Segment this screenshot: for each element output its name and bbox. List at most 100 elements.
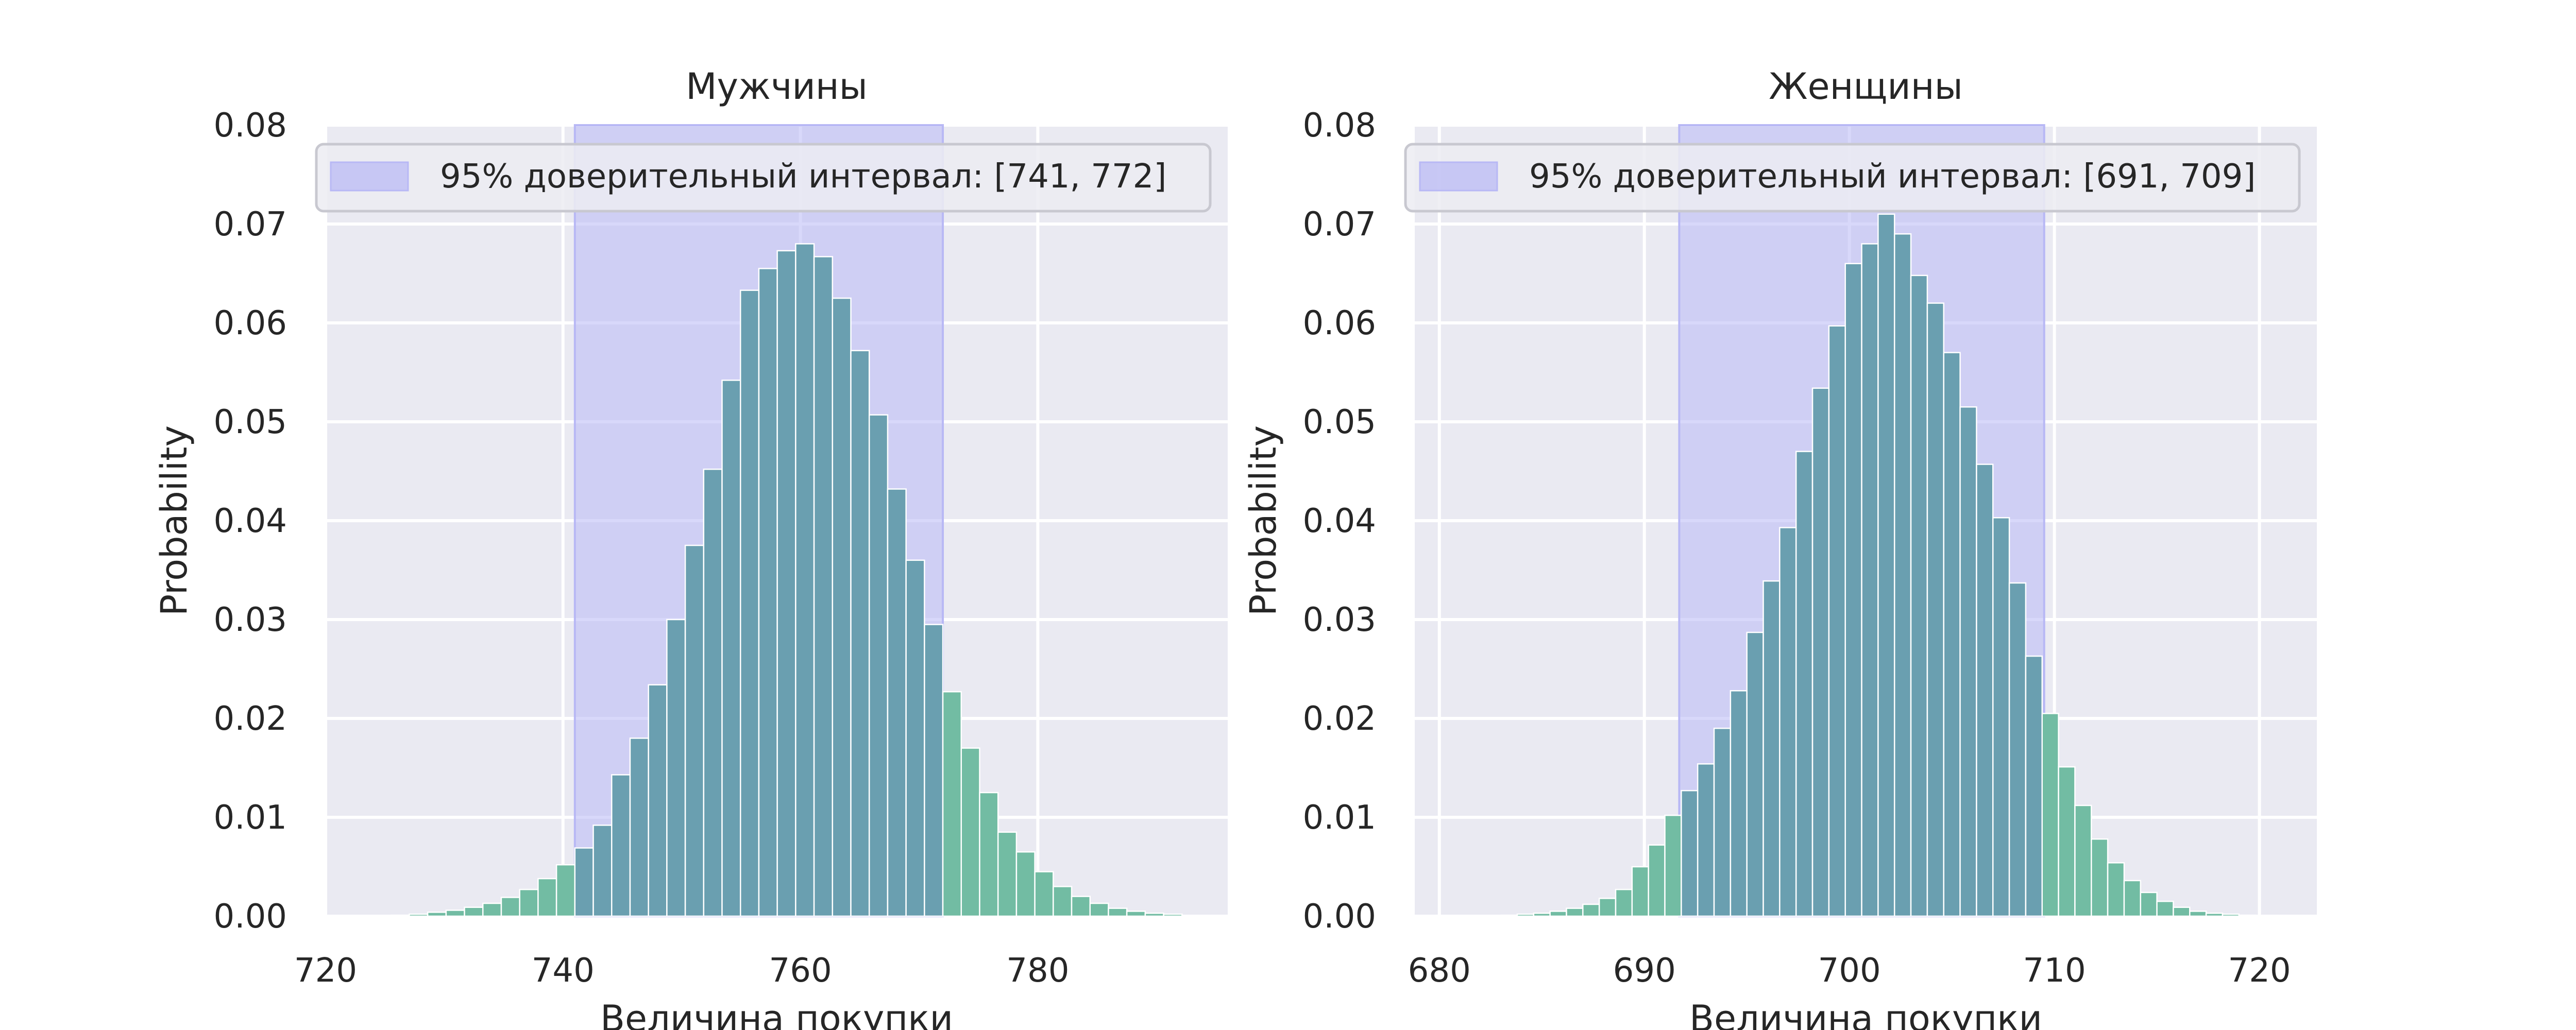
histogram-bars [390,243,1183,917]
histogram-bar [1598,898,1617,917]
histogram-bar [2189,911,2207,917]
y-tick-label: 0.05 [1303,403,1377,441]
histogram-bar [666,619,686,917]
x-tick-label: 780 [1006,952,1069,990]
y-tick-label: 0.00 [214,898,287,936]
histogram-bar [2008,582,2027,917]
panel-women: 95% доверительный интервал: [691, 709] 0… [1242,65,2317,1030]
histogram-bar [1795,451,1814,917]
histogram-bar [1697,763,1715,917]
histogram-bar [1730,690,1748,917]
histogram-bar [2238,914,2256,917]
histogram-bar [2091,838,2109,917]
histogram-bar [1533,912,1551,917]
histogram-bar [905,559,925,917]
histogram-bar [1681,789,1699,917]
legend-label: 95% доверительный интервал: [691, 709] [1529,158,2256,196]
histogram-bar [574,847,594,917]
histogram-bar [1861,243,1879,917]
histogram-bar [500,897,520,917]
y-tick-label: 0.03 [1303,601,1377,639]
histogram-bar [611,774,631,917]
histogram-bar [1144,912,1164,917]
histogram-bar [832,297,852,917]
histogram-bar [684,544,705,917]
histogram-bar [2222,913,2240,917]
y-tick-label: 0.02 [214,700,287,738]
histogram-bar [960,747,980,917]
histogram-bar [1089,902,1109,917]
y-tick-label: 0.03 [214,601,287,639]
histogram-bar [2173,906,2191,917]
histogram-bar [813,256,834,917]
histogram-bar [1053,886,1073,917]
x-tick-label: 690 [1613,952,1676,990]
legend-box [315,143,1212,213]
y-tick-label: 0.07 [214,205,287,244]
histogram-bar [537,878,557,917]
histogram-bar [648,684,668,917]
histogram-bar [795,243,815,917]
x-tick-label: 700 [1818,952,1881,990]
histogram-bar [1615,888,1633,917]
histogram-bar [1844,263,1862,917]
histogram-bar [1126,911,1146,917]
y-tick-label: 0.04 [214,502,287,540]
histogram-bar [427,912,447,917]
histogram-bar [2123,880,2142,917]
histogram-bar [887,488,907,917]
histogram-bar [555,864,576,917]
y-tick-label: 0.06 [1303,304,1377,342]
y-tick-label: 0.06 [214,304,287,342]
histogram-bar [1664,814,1682,917]
histogram-bar [1762,580,1781,917]
histogram-bar [1779,527,1797,917]
histogram-bar [1877,213,1895,917]
histogram-bar [2041,713,2059,917]
histogram-bar [721,380,741,917]
y-tick-label: 0.05 [214,403,287,441]
x-tick-labels: 680 690 700 710 720 [1408,952,2291,990]
histogram-bar [979,792,999,917]
histogram-bar [942,691,962,917]
histogram-bar [1713,727,1732,917]
histogram-bar [2025,655,2043,917]
histogram-bar [629,737,649,917]
histogram-bar [1746,631,1764,917]
histogram-bar [445,909,465,917]
histogram-bar [2107,862,2125,917]
chart-title: Мужчины [686,65,868,108]
histogram-bar [739,289,760,917]
histogram-bar [2058,766,2076,917]
panel-men: 95% доверительный интервал: [741, 772] 0… [153,65,1228,1030]
histogram-bar [409,913,429,917]
x-tick-label: 720 [294,952,357,990]
y-tick-label: 0.01 [1303,799,1377,837]
histogram-bar [924,624,944,917]
histogram-bar [1516,913,1535,917]
x-tick-label: 720 [2228,952,2291,990]
legend: 95% доверительный интервал: [741, 772] [315,143,1212,213]
histogram-bar [1926,302,1944,917]
histogram-bar [1828,325,1846,917]
histogram-bar [997,831,1018,917]
histogram-bar [390,914,410,917]
histogram-bar [1631,866,1649,917]
x-tick-label: 740 [532,952,595,990]
histogram-bar [1893,233,1912,917]
histogram-bar [1566,907,1584,917]
histogram-bar [1071,896,1091,917]
y-tick-label: 0.02 [1303,700,1377,738]
histogram-bar [592,825,613,917]
histogram-bar [1648,844,1666,917]
y-axis-label: Probability [1242,425,1284,616]
histogram-bar [2140,891,2158,917]
histogram-bar [758,268,778,917]
x-axis-label: Величина покупки [1689,998,2042,1030]
histogram-bar [1500,914,1518,917]
y-tick-label: 0.00 [1303,898,1377,936]
y-tick-label: 0.08 [214,107,287,145]
y-tick-label: 0.08 [1303,107,1377,145]
histogram-bar [2074,804,2092,917]
x-tick-label: 710 [2023,952,2086,990]
